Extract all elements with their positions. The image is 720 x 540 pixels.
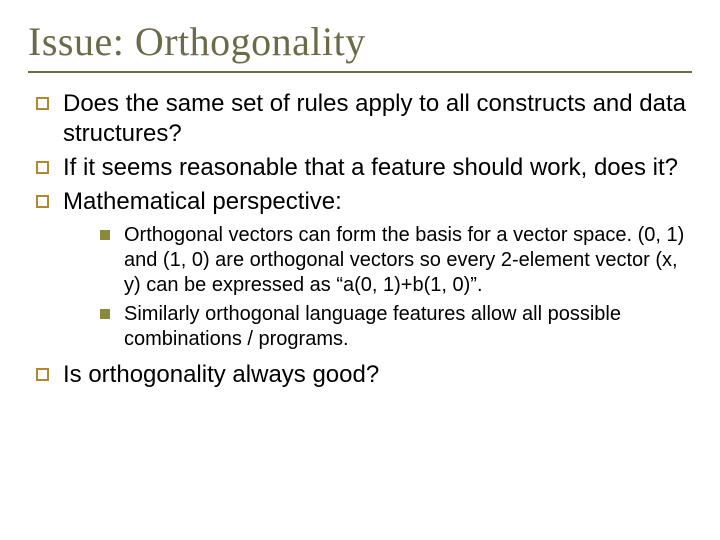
sub-bullet-list: Orthogonal vectors can form the basis fo… bbox=[28, 223, 692, 352]
list-item: Mathematical perspective: bbox=[36, 187, 692, 217]
filled-square-bullet-icon bbox=[100, 309, 110, 319]
sub-bullet-text: Similarly orthogonal language features a… bbox=[124, 302, 692, 352]
list-item: Orthogonal vectors can form the basis fo… bbox=[100, 223, 692, 298]
slide-title: Issue: Orthogonality bbox=[28, 18, 692, 65]
list-item: Is orthogonality always good? bbox=[36, 360, 692, 390]
list-item: Similarly orthogonal language features a… bbox=[100, 302, 692, 352]
bullet-text: Does the same set of rules apply to all … bbox=[63, 89, 692, 149]
bullet-text: Mathematical perspective: bbox=[63, 187, 342, 217]
main-bullet-list: Does the same set of rules apply to all … bbox=[28, 89, 692, 217]
filled-square-bullet-icon bbox=[100, 230, 110, 240]
bullet-text: Is orthogonality always good? bbox=[63, 360, 379, 390]
list-item: If it seems reasonable that a feature sh… bbox=[36, 153, 692, 183]
square-bullet-icon bbox=[36, 97, 49, 110]
bullet-text: If it seems reasonable that a feature sh… bbox=[63, 153, 678, 183]
square-bullet-icon bbox=[36, 368, 49, 381]
sub-bullet-text: Orthogonal vectors can form the basis fo… bbox=[124, 223, 692, 298]
closing-bullet-list: Is orthogonality always good? bbox=[28, 360, 692, 390]
square-bullet-icon bbox=[36, 195, 49, 208]
list-item: Does the same set of rules apply to all … bbox=[36, 89, 692, 149]
title-rule bbox=[28, 71, 692, 73]
square-bullet-icon bbox=[36, 161, 49, 174]
